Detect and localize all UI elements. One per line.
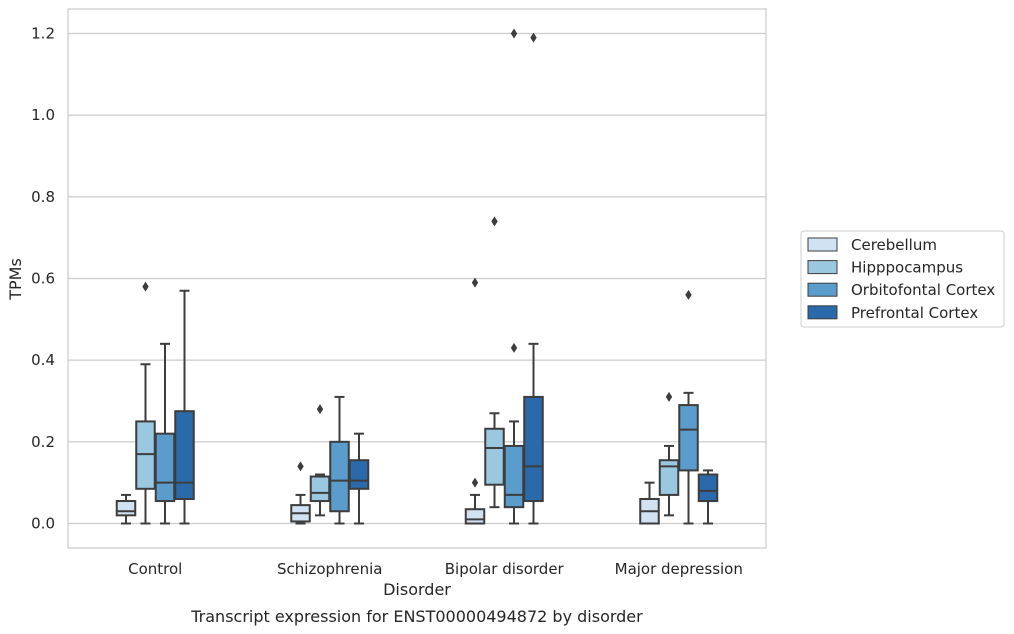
box-hipppocampus (658, 391, 680, 517)
box-orbitofontal-cortex (154, 342, 176, 525)
box-body (503, 444, 525, 509)
legend-swatch (807, 260, 838, 275)
box-body (697, 473, 719, 503)
outlier-point (142, 281, 149, 292)
outlier-point (530, 32, 537, 43)
outlier-point (297, 461, 304, 472)
y-tick-label: 0.4 (31, 351, 55, 369)
box-body (348, 459, 370, 490)
plot-frame (67, 8, 767, 549)
outlier-point (316, 404, 324, 415)
legend-swatch (807, 237, 838, 252)
x-tick-labels: Control Schizophrenia Bipolar disorder Majo… (128, 560, 743, 578)
y-tick-label: 0.6 (31, 270, 55, 288)
outlier-point (491, 216, 498, 227)
box-body (174, 410, 195, 501)
legend-label: Orbitofontal Cortex (851, 281, 995, 299)
box-prefrontal-cortex (174, 289, 195, 525)
box-hipppocampus (135, 281, 156, 525)
box-cerebellum (639, 481, 660, 525)
outlier-point (471, 277, 479, 288)
box-prefrontal-cortex (348, 432, 370, 525)
x-tick-label: Bipolar disorder (445, 560, 565, 578)
box-prefrontal-cortex (523, 32, 544, 525)
box-body (523, 395, 544, 503)
y-tick-label: 0.0 (31, 515, 55, 533)
outlier-point (665, 391, 673, 402)
legend-swatch (807, 282, 838, 297)
box-body (464, 508, 486, 525)
outlier-point (685, 289, 692, 300)
y-tick-label: 0.8 (31, 188, 55, 206)
legend-swatch (807, 305, 838, 320)
box-orbitofontal-cortex (503, 28, 525, 525)
box-body (115, 500, 137, 517)
box-cerebellum (115, 493, 137, 525)
box-body (678, 404, 699, 472)
x-tick-label: Control (128, 560, 182, 578)
box-body (329, 440, 350, 513)
box-body (484, 427, 505, 486)
y-tick-label: 1.0 (31, 106, 55, 124)
outlier-point (510, 28, 518, 39)
box-hipppocampus (484, 216, 505, 509)
outlier-point (471, 477, 479, 488)
box-orbitofontal-cortex (678, 289, 699, 525)
y-tick-labels: 0.0 0.2 0.4 0.6 0.8 1.0 1.2 (31, 25, 55, 533)
y-tick-label: 0.2 (31, 433, 55, 451)
x-axis-title: Disorder (383, 580, 451, 599)
chart-caption: Transcript expression for ENST0000049487… (190, 607, 643, 626)
box-body (154, 432, 176, 503)
box-body (135, 420, 156, 490)
y-axis-title: TPMs (6, 258, 25, 301)
box-cerebellum (464, 277, 486, 525)
box-body (658, 459, 680, 496)
box-hipppocampus (309, 404, 331, 517)
legend-label: Cerebellum (851, 236, 937, 254)
x-tick-label: Schizophrenia (277, 560, 382, 578)
legend-label: Prefrontal Cortex (851, 304, 978, 322)
outlier-point (510, 342, 518, 353)
legend: Cerebellum Hipppocampus Orbitofontal Corte… (800, 230, 1005, 328)
box-body (309, 475, 331, 503)
y-tick-label: 1.2 (31, 25, 55, 43)
box-cerebellum (290, 461, 311, 525)
box-orbitofontal-cortex (329, 395, 350, 525)
box-prefrontal-cortex (697, 469, 719, 525)
x-tick-label: Major depression (615, 560, 743, 578)
boxes (115, 28, 719, 525)
legend-label: Hipppocampus (851, 259, 963, 277)
legend-frame (800, 230, 1005, 328)
